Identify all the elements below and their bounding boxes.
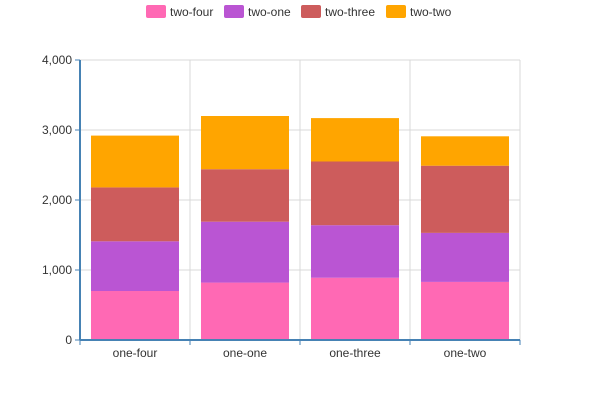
- bar-segment-one-three-two-one[interactable]: [311, 225, 399, 278]
- y-tick-label: 1,000: [42, 263, 72, 277]
- y-tick-label: 0: [65, 333, 72, 347]
- bar-segment-one-four-two-two[interactable]: [91, 135, 179, 188]
- x-tick-label: one-three: [329, 346, 381, 360]
- bar-segment-one-two-two-one[interactable]: [421, 232, 509, 282]
- bar-segment-one-two-two-four[interactable]: [421, 281, 509, 340]
- bar-segment-one-four-two-three[interactable]: [91, 187, 179, 242]
- bar-segment-one-four-two-four[interactable]: [91, 291, 179, 340]
- bar-segment-one-three-two-four[interactable]: [311, 277, 399, 340]
- legend-item-two-three[interactable]: two-three: [301, 5, 375, 19]
- x-tick-label: one-two: [444, 346, 487, 360]
- bar-segment-one-two-two-three[interactable]: [421, 165, 509, 233]
- legend-swatch: [146, 5, 166, 18]
- legend-label: two-four: [170, 5, 213, 19]
- bar-segment-one-four-two-one[interactable]: [91, 241, 179, 291]
- bar-segment-one-one-two-three[interactable]: [201, 169, 289, 222]
- legend: two-four two-one two-three two-two: [146, 5, 452, 19]
- x-tick-label: one-one: [223, 346, 267, 360]
- bar-segment-one-one-two-four[interactable]: [201, 282, 289, 340]
- legend-swatch: [301, 5, 321, 18]
- bar-segment-one-two-two-two[interactable]: [421, 136, 509, 166]
- legend-swatch: [386, 5, 406, 18]
- y-tick-label: 2,000: [42, 193, 72, 207]
- x-tick-label: one-four: [113, 346, 158, 360]
- axes: 0 1,000 2,000 3,000 4,000 one-four one-one one-…: [42, 53, 521, 360]
- bar-segment-one-one-two-one[interactable]: [201, 221, 289, 283]
- bars: [91, 116, 509, 340]
- y-tick-label: 3,000: [42, 123, 72, 137]
- bar-segment-one-three-two-three[interactable]: [311, 161, 399, 226]
- legend-label: two-three: [325, 5, 375, 19]
- legend-label: two-two: [410, 5, 452, 19]
- legend-swatch: [224, 5, 244, 18]
- legend-label: two-one: [248, 5, 291, 19]
- legend-item-two-two[interactable]: two-two: [386, 5, 452, 19]
- bar-segment-one-one-two-two[interactable]: [201, 116, 289, 170]
- bar-segment-one-three-two-two[interactable]: [311, 118, 399, 162]
- legend-item-two-four[interactable]: two-four: [146, 5, 213, 19]
- y-tick-label: 4,000: [42, 53, 72, 67]
- legend-item-two-one[interactable]: two-one: [224, 5, 291, 19]
